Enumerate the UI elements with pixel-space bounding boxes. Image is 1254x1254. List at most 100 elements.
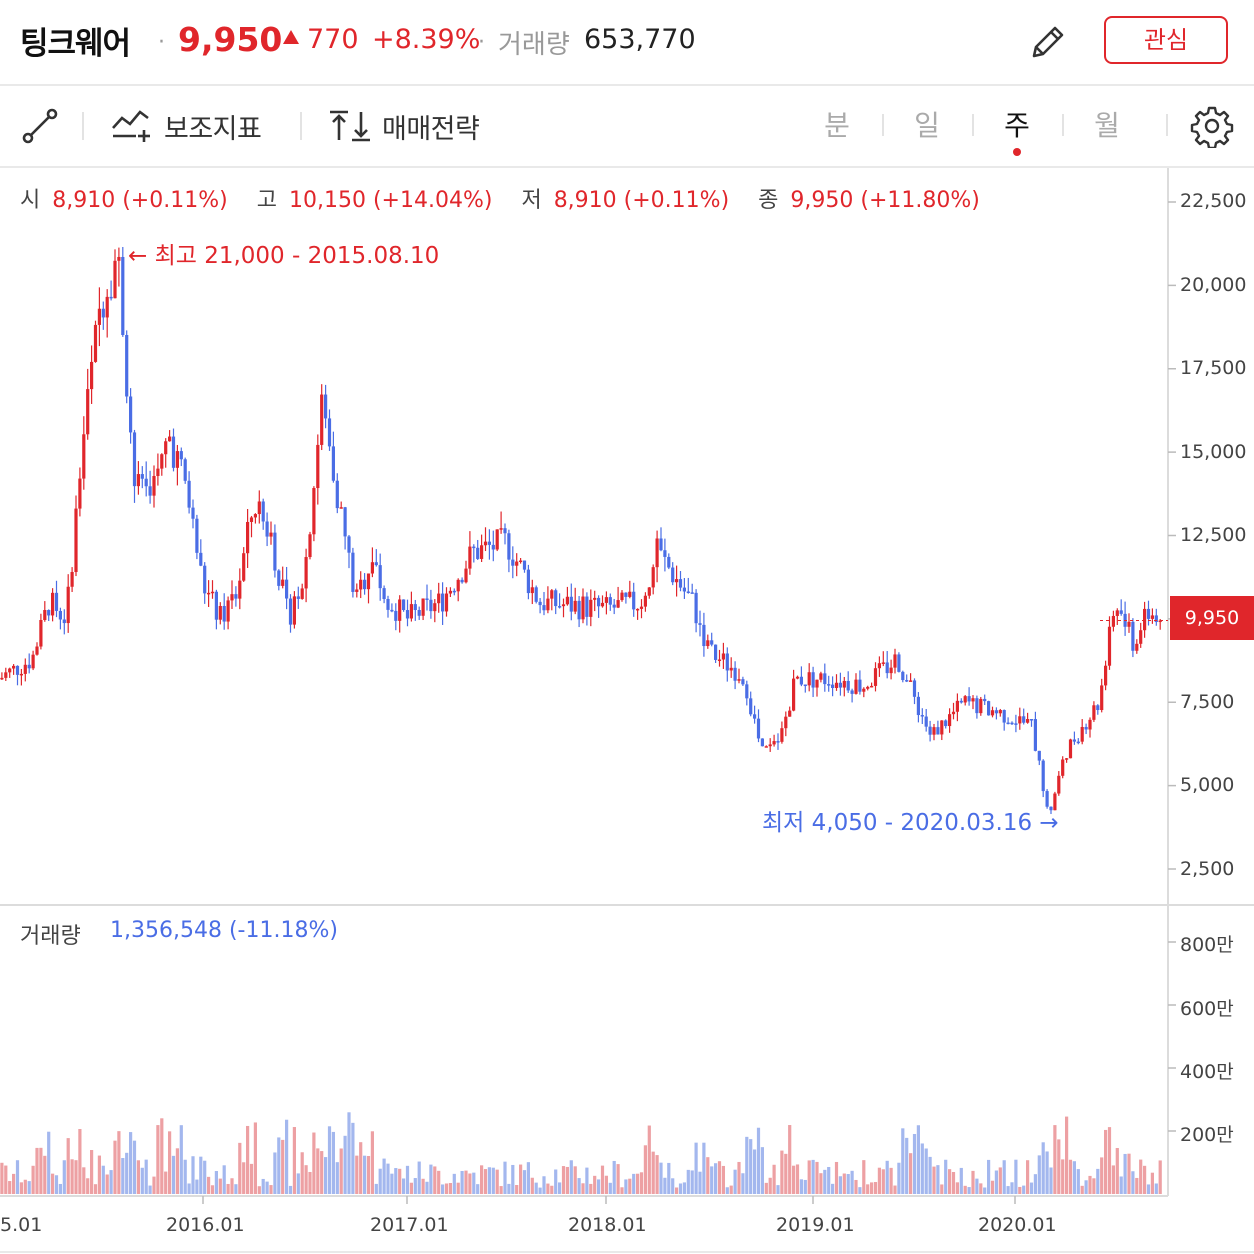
volume-bar <box>636 1173 640 1194</box>
tab-minute[interactable]: 분 <box>824 109 850 142</box>
candle-body <box>476 547 480 559</box>
volume-bar <box>125 1152 129 1194</box>
volume-bar <box>632 1173 636 1194</box>
indicator-button[interactable]: 보조지표 <box>110 86 262 166</box>
volume-bar <box>827 1166 831 1194</box>
chart-toolbar: 보조지표 매매전략 <box>0 86 1254 168</box>
volume-bar <box>546 1183 550 1194</box>
y-tick-label: 22,500 <box>1180 190 1247 212</box>
volume-bar <box>1002 1160 1006 1194</box>
volume-bar <box>144 1159 148 1194</box>
volume-bar <box>468 1173 472 1194</box>
candle-body <box>273 532 277 571</box>
candle-body <box>811 672 815 688</box>
volume-bar <box>764 1182 768 1194</box>
volume-bar <box>355 1155 359 1194</box>
volume-bar <box>1158 1160 1162 1194</box>
tab-month[interactable]: 월 <box>1094 109 1120 142</box>
candle-body <box>249 517 254 522</box>
volume-bar <box>534 1182 538 1194</box>
candle-body <box>222 605 226 622</box>
candle-body <box>101 308 105 318</box>
candle-body <box>242 553 246 581</box>
timeframe-divider <box>972 114 974 136</box>
candle-body <box>366 573 371 590</box>
volume-bar <box>140 1167 144 1194</box>
volume-bar <box>924 1148 928 1194</box>
price-chart[interactable] <box>0 168 1254 1254</box>
candle-body <box>616 600 620 608</box>
candle-body <box>577 600 581 620</box>
candle-body <box>417 610 421 616</box>
open-value: 8,910 (+0.11%) <box>52 188 228 213</box>
volume-tick-label: 600만 <box>1180 998 1234 1020</box>
volume-bar <box>737 1161 741 1194</box>
volume-bar <box>538 1187 542 1194</box>
candle-body <box>959 700 963 703</box>
volume-bar <box>1119 1176 1123 1194</box>
stock-header: 팅크웨어 · 9,950 770 +8.39% · 거래량 653,770 관심 <box>0 0 1254 86</box>
candle-body <box>351 552 355 592</box>
volume-bar <box>343 1135 347 1194</box>
strategy-button[interactable]: 매매전략 <box>328 86 480 166</box>
volume-bar <box>374 1183 378 1194</box>
candle-body <box>1100 685 1104 711</box>
candle-body <box>4 672 8 678</box>
candle-body <box>682 587 686 592</box>
settings-button[interactable] <box>1190 104 1234 150</box>
volume-bar <box>819 1173 823 1194</box>
candle-body <box>706 640 710 647</box>
candle-body <box>842 680 846 688</box>
candle-body <box>105 296 109 318</box>
candle-body <box>331 446 335 481</box>
candle-body <box>1107 626 1112 666</box>
volume-bar <box>643 1145 647 1194</box>
candle-body <box>460 579 464 583</box>
volume-bar <box>1014 1159 1018 1194</box>
timeframe-divider <box>1166 114 1168 136</box>
candle-body <box>905 680 909 682</box>
volume-bar <box>955 1182 959 1194</box>
candle-body <box>398 599 402 621</box>
candle-body <box>90 361 94 390</box>
candle-body <box>429 599 433 612</box>
pencil-icon[interactable] <box>1026 20 1070 64</box>
candle-body <box>647 587 651 596</box>
volume-bar <box>979 1183 983 1194</box>
candle-body <box>132 432 137 487</box>
up-down-arrows-icon <box>330 110 370 142</box>
volume-bar <box>74 1160 78 1194</box>
volume-bar <box>54 1175 59 1194</box>
volume-bar <box>405 1165 410 1194</box>
candle-body <box>690 592 694 594</box>
volume-bar <box>1072 1161 1076 1194</box>
volume-bar <box>639 1172 644 1194</box>
candle-body <box>1026 719 1030 723</box>
candle-body <box>402 599 406 611</box>
candle-body <box>1096 705 1100 711</box>
candle-body <box>936 727 940 735</box>
tab-week[interactable]: 주 <box>1004 109 1030 142</box>
active-tab-indicator <box>1013 148 1021 156</box>
tab-day[interactable]: 일 <box>914 109 940 142</box>
candle-body <box>1127 621 1131 627</box>
candle-body <box>35 646 39 655</box>
volume-bar <box>628 1178 632 1194</box>
candle-body <box>807 672 811 686</box>
volume-bar <box>756 1127 761 1194</box>
candle-body <box>363 579 367 590</box>
candle-body <box>511 559 515 566</box>
volume-bar <box>1107 1127 1112 1194</box>
volume-bar <box>1061 1159 1065 1194</box>
volume-bar <box>179 1125 183 1194</box>
candle-body <box>749 698 753 715</box>
candle-body <box>187 480 191 508</box>
volume-bar <box>265 1181 269 1194</box>
volume-bar <box>441 1184 445 1194</box>
watchlist-button[interactable]: 관심 <box>1104 16 1228 64</box>
line-draw-button[interactable] <box>20 86 60 166</box>
candle-body <box>729 667 733 671</box>
volume-bar <box>807 1160 811 1194</box>
volume-bar <box>1088 1175 1092 1194</box>
candle-body <box>636 608 640 611</box>
